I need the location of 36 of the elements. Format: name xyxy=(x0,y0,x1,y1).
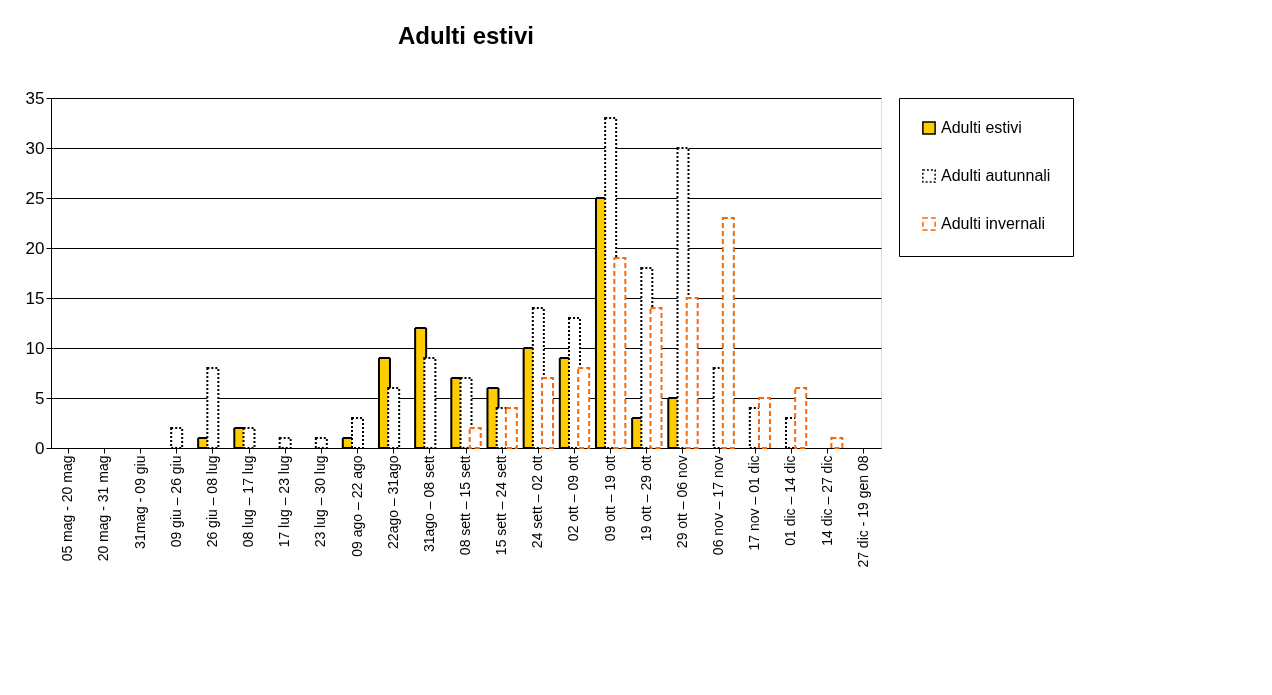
x-tick-label: 09 giu – 26 giu xyxy=(167,455,184,548)
x-tick-label: 23 lug – 30 lug xyxy=(312,455,329,548)
x-tick-label: 09 ott – 19 ott xyxy=(601,455,618,542)
x-tick-label: 01 dic – 14 dic xyxy=(782,455,799,546)
x-tick-label: 08 sett – 15 sett xyxy=(457,455,473,556)
y-tick-label: 15 xyxy=(25,288,45,308)
y-tick-label: 20 xyxy=(25,238,45,258)
y-tick-label: 10 xyxy=(25,338,45,358)
x-tick-label: 05 mag - 20 mag xyxy=(59,455,76,562)
x-tick-label: 14 dic – 27 dic xyxy=(818,455,835,546)
x-tick-label: 08 lug – 17 lug xyxy=(240,455,257,548)
x-tick-label: 09 ago – 22 ago xyxy=(348,455,365,557)
bar xyxy=(830,437,844,449)
x-tick-label: 06 nov – 17 nov xyxy=(710,455,727,556)
chart-title: Adulti estivi xyxy=(397,22,535,49)
x-tick-label: 29 ott – 06 nov xyxy=(673,455,690,549)
y-tick-label: 35 xyxy=(25,88,45,108)
legend-label: Adulti estivi xyxy=(941,119,1022,136)
y-tick-label: 0 xyxy=(35,438,45,458)
legend-label: Adulti autunnali xyxy=(941,167,1051,184)
x-tick-label: 24 sett – 02 ott xyxy=(529,455,546,549)
x-tick-label: 17 nov – 01 dic xyxy=(746,455,763,551)
y-tick-label: 5 xyxy=(35,388,45,408)
x-tick-label: 31mag - 09 giu xyxy=(131,455,148,549)
x-tick-label: 31ago – 08 sett xyxy=(420,455,437,553)
x-tick-label: 26 giu – 08 lug xyxy=(203,455,220,548)
x-tick-label: 19 ott – 29 ott xyxy=(637,455,654,542)
x-tick-label: 17 lug – 23 lug xyxy=(276,455,293,548)
y-tick-label: 25 xyxy=(25,188,45,208)
legend-label: Adulti invernali xyxy=(941,215,1046,232)
y-tick-label: 30 xyxy=(25,138,45,158)
x-tick-label: 02 ott – 09 ott xyxy=(565,455,582,542)
x-tick-label: 27 dic - 19 gen 08 xyxy=(854,455,871,568)
x-tick-label: 20 mag - 31 mag xyxy=(95,455,112,562)
x-tick-label: 22ago – 31ago xyxy=(384,455,401,549)
x-tick-label: 15 sett – 24 sett xyxy=(493,455,510,556)
